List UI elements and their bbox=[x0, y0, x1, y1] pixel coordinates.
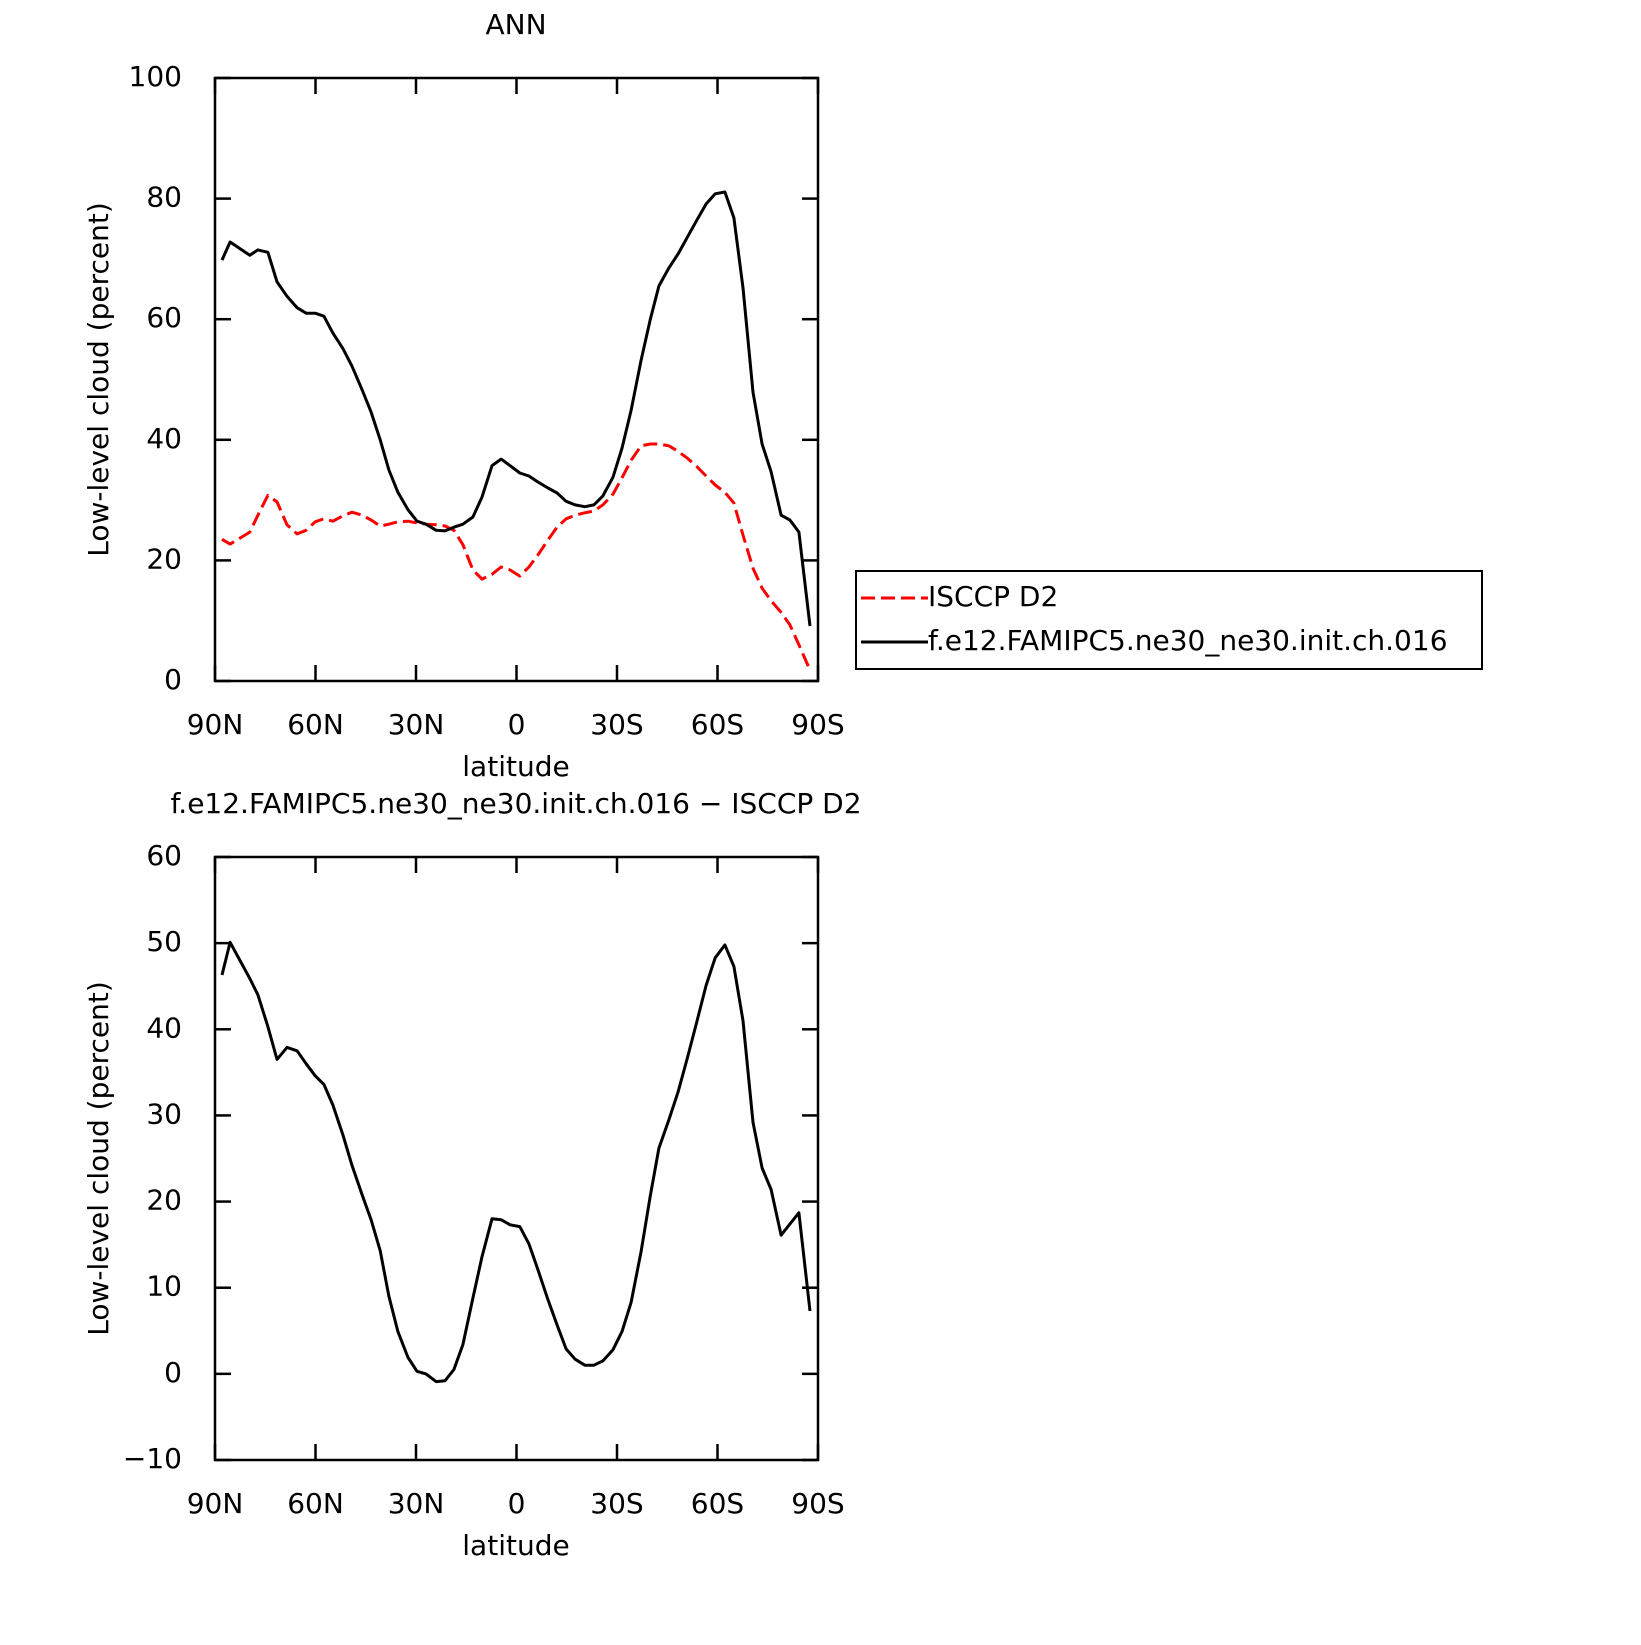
x-axis-label: latitude bbox=[462, 1529, 569, 1562]
x-tick-label: 90N bbox=[187, 708, 244, 741]
legend-label: f.e12.FAMIPC5.ne30_ne30.init.ch.016 bbox=[928, 624, 1448, 657]
x-tick-label: 60S bbox=[691, 1487, 744, 1520]
legend-label: ISCCP D2 bbox=[928, 580, 1058, 613]
y-tick-label: 80 bbox=[146, 181, 182, 214]
x-tick-label: 30S bbox=[590, 708, 643, 741]
x-axis-label: latitude bbox=[462, 750, 569, 783]
x-tick-label: 30N bbox=[388, 708, 445, 741]
y-tick-label: 60 bbox=[146, 839, 182, 872]
x-tick-label: 60N bbox=[287, 708, 344, 741]
legend-box bbox=[855, 570, 1483, 670]
y-tick-label: 20 bbox=[146, 1184, 182, 1217]
y-axis-label: Low-level cloud (percent) bbox=[82, 981, 115, 1336]
x-tick-label: 30S bbox=[590, 1487, 643, 1520]
y-tick-label: 40 bbox=[146, 1011, 182, 1044]
y-tick-label: 100 bbox=[129, 60, 182, 93]
y-tick-label: 0 bbox=[164, 663, 182, 696]
chart-title: f.e12.FAMIPC5.ne30_ne30.init.ch.016 − IS… bbox=[170, 787, 861, 820]
data-line bbox=[221, 442, 812, 671]
data-line bbox=[220, 940, 812, 1384]
plot-frame bbox=[213, 76, 820, 683]
y-tick-label: 20 bbox=[146, 542, 182, 575]
x-tick-label: 90S bbox=[791, 708, 844, 741]
y-tick-label: −10 bbox=[123, 1442, 182, 1475]
y-tick-label: 50 bbox=[146, 925, 182, 958]
x-tick-label: 60N bbox=[287, 1487, 344, 1520]
y-tick-label: 40 bbox=[146, 422, 182, 455]
y-axis-label: Low-level cloud (percent) bbox=[82, 202, 115, 557]
y-tick-label: 30 bbox=[146, 1097, 182, 1130]
x-tick-label: 0 bbox=[508, 1487, 526, 1520]
x-tick-label: 90S bbox=[791, 1487, 844, 1520]
plot-frame bbox=[213, 855, 820, 1462]
x-tick-label: 60S bbox=[691, 708, 744, 741]
y-tick-label: 10 bbox=[146, 1270, 182, 1303]
y-tick-label: 60 bbox=[146, 301, 182, 334]
x-tick-label: 30N bbox=[388, 1487, 445, 1520]
x-tick-label: 0 bbox=[508, 708, 526, 741]
data-line bbox=[220, 190, 812, 627]
chart-title: ANN bbox=[485, 8, 546, 41]
x-tick-label: 90N bbox=[187, 1487, 244, 1520]
y-tick-label: 0 bbox=[164, 1356, 182, 1389]
